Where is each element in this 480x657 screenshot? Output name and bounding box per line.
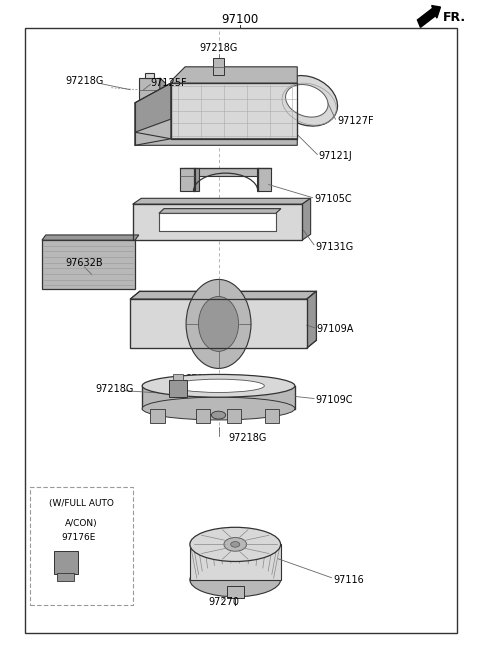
Polygon shape: [142, 386, 295, 409]
Text: 97176E: 97176E: [61, 533, 96, 542]
Text: 97131G: 97131G: [315, 242, 354, 252]
Polygon shape: [132, 198, 311, 204]
Bar: [227, 409, 241, 423]
Bar: [169, 380, 187, 397]
Polygon shape: [132, 204, 302, 240]
Bar: [150, 409, 165, 423]
Polygon shape: [190, 545, 281, 579]
Ellipse shape: [190, 528, 281, 562]
FancyArrow shape: [418, 5, 441, 28]
Polygon shape: [159, 214, 276, 231]
Circle shape: [199, 296, 239, 351]
Text: (W/FULL AUTO: (W/FULL AUTO: [49, 499, 114, 509]
Text: 97218G: 97218G: [199, 43, 238, 53]
Ellipse shape: [286, 85, 328, 117]
Text: 97127F: 97127F: [337, 116, 373, 126]
Bar: [130, 299, 307, 348]
Polygon shape: [307, 291, 316, 348]
Ellipse shape: [224, 537, 247, 551]
Text: 97270: 97270: [208, 597, 239, 607]
Polygon shape: [139, 78, 160, 101]
Polygon shape: [130, 291, 316, 299]
Polygon shape: [130, 299, 307, 348]
Ellipse shape: [231, 541, 240, 547]
Ellipse shape: [173, 379, 264, 392]
Bar: [30, 487, 132, 605]
Polygon shape: [135, 83, 171, 145]
Polygon shape: [159, 209, 281, 214]
Text: FR.: FR.: [443, 11, 466, 24]
Text: 97218G: 97218G: [95, 384, 133, 394]
Ellipse shape: [190, 562, 281, 597]
Circle shape: [186, 279, 251, 369]
Text: 97116: 97116: [333, 575, 364, 585]
Polygon shape: [183, 168, 269, 176]
Text: 97109C: 97109C: [315, 396, 353, 405]
Text: 97125F: 97125F: [150, 78, 187, 87]
Polygon shape: [302, 198, 311, 240]
Bar: [196, 409, 210, 423]
Bar: [213, 58, 224, 76]
Text: 97218G: 97218G: [66, 76, 104, 86]
Text: 97218G: 97218G: [228, 433, 267, 443]
Text: 97105C: 97105C: [314, 194, 351, 204]
Text: 97109A: 97109A: [316, 324, 354, 334]
Bar: [42, 240, 135, 289]
Text: 97100: 97100: [221, 13, 259, 26]
Polygon shape: [257, 168, 271, 191]
Polygon shape: [42, 235, 139, 240]
Polygon shape: [135, 83, 171, 132]
Polygon shape: [171, 83, 297, 139]
Ellipse shape: [142, 374, 295, 397]
Text: 97113B: 97113B: [186, 374, 223, 384]
Ellipse shape: [211, 411, 226, 419]
Polygon shape: [180, 168, 195, 191]
Polygon shape: [144, 73, 154, 78]
Bar: [159, 214, 276, 231]
Polygon shape: [160, 78, 166, 101]
Bar: [171, 83, 297, 139]
Text: 97121J: 97121J: [319, 151, 352, 161]
Polygon shape: [195, 168, 199, 191]
Bar: [227, 586, 244, 598]
Text: A/CON): A/CON): [65, 519, 97, 528]
Bar: [57, 573, 74, 581]
Ellipse shape: [276, 76, 337, 126]
Bar: [132, 204, 302, 240]
Bar: [54, 551, 78, 574]
Bar: [265, 409, 279, 423]
Polygon shape: [135, 132, 297, 145]
Polygon shape: [171, 67, 297, 83]
Text: 97632B: 97632B: [66, 258, 103, 268]
Ellipse shape: [142, 397, 295, 420]
Bar: [173, 374, 183, 380]
